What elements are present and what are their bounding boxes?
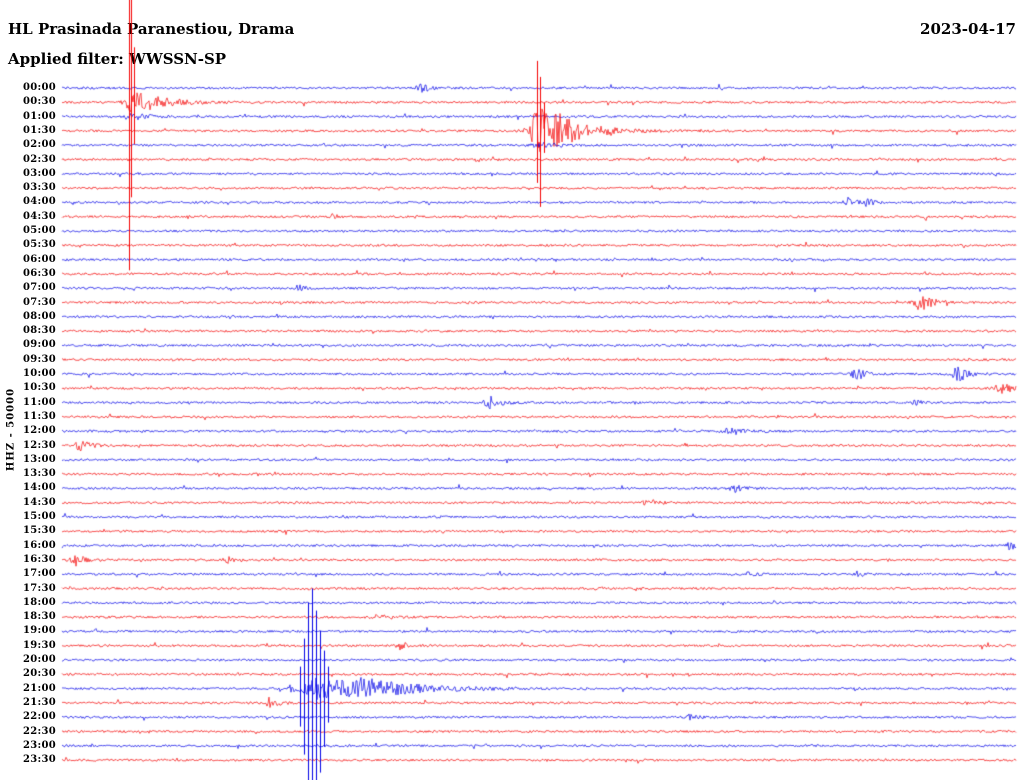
time-label: 13:30 bbox=[22, 468, 56, 480]
time-label: 03:00 bbox=[22, 167, 56, 179]
time-label: 09:00 bbox=[22, 339, 56, 351]
time-label: 01:00 bbox=[22, 110, 56, 122]
time-label: 00:30 bbox=[22, 96, 56, 108]
time-label: 14:00 bbox=[22, 482, 56, 494]
time-label: 16:00 bbox=[22, 539, 56, 551]
time-label: 10:30 bbox=[22, 382, 56, 394]
time-label: 12:00 bbox=[22, 425, 56, 437]
time-label: 14:30 bbox=[22, 496, 56, 508]
time-label: 12:30 bbox=[22, 439, 56, 451]
time-label: 06:00 bbox=[22, 253, 56, 265]
time-label: 23:30 bbox=[22, 754, 56, 766]
filter-label: Applied filter: WWSSN-SP bbox=[8, 50, 227, 68]
time-label: 17:30 bbox=[22, 582, 56, 594]
time-label: 23:00 bbox=[22, 739, 56, 751]
time-label: 08:00 bbox=[22, 310, 56, 322]
time-label: 19:30 bbox=[22, 639, 56, 651]
time-label: 22:30 bbox=[22, 725, 56, 737]
time-label: 15:00 bbox=[22, 511, 56, 522]
time-label: 16:30 bbox=[22, 553, 56, 565]
time-label: 05:00 bbox=[22, 225, 56, 236]
time-label: 09:30 bbox=[22, 353, 56, 365]
time-label: 05:30 bbox=[22, 239, 56, 251]
station-title: HL Prasinada Paranestiou, Drama bbox=[8, 20, 295, 38]
time-label: 11:00 bbox=[22, 396, 56, 408]
time-label: 02:30 bbox=[22, 153, 56, 165]
time-label: 07:30 bbox=[22, 296, 56, 308]
time-label: 00:00 bbox=[22, 82, 56, 93]
time-label: 03:30 bbox=[22, 182, 56, 194]
time-label: 04:30 bbox=[22, 210, 56, 222]
time-label: 06:30 bbox=[22, 267, 56, 279]
time-label: 22:00 bbox=[22, 711, 56, 723]
time-label: 02:00 bbox=[22, 139, 56, 151]
time-label: 08:30 bbox=[22, 325, 56, 337]
time-label: 07:00 bbox=[22, 282, 56, 294]
time-label: 21:00 bbox=[22, 682, 56, 694]
time-label: 11:30 bbox=[22, 410, 56, 422]
time-label: 10:00 bbox=[22, 368, 56, 379]
time-label: 13:00 bbox=[22, 453, 56, 465]
time-label: 04:00 bbox=[22, 196, 56, 208]
time-label: 18:30 bbox=[22, 611, 56, 623]
time-label: 17:00 bbox=[22, 568, 56, 580]
time-label: 19:00 bbox=[22, 625, 56, 637]
time-label: 15:30 bbox=[22, 525, 56, 537]
time-label: 20:30 bbox=[22, 668, 56, 680]
time-label: 20:00 bbox=[22, 654, 56, 665]
time-label: 18:00 bbox=[22, 596, 56, 608]
date-label: 2023-04-17 bbox=[920, 20, 1016, 38]
time-label: 21:30 bbox=[22, 696, 56, 708]
time-label: 01:30 bbox=[22, 124, 56, 136]
